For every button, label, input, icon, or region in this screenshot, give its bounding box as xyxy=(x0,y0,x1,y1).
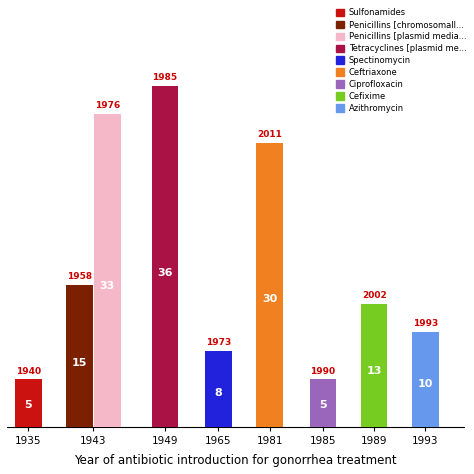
Text: 1958: 1958 xyxy=(67,272,92,281)
Text: 5: 5 xyxy=(319,401,327,410)
Text: 1976: 1976 xyxy=(95,101,120,110)
Text: 30: 30 xyxy=(262,294,277,304)
X-axis label: Year of antibiotic introduction for gonorrhea treatment: Year of antibiotic introduction for gono… xyxy=(74,454,397,467)
Text: 1985: 1985 xyxy=(152,73,177,82)
Legend: Sulfonamides, Penicillins [chromosomall..., Penicillins [plasmid media..., Tetra: Sulfonamides, Penicillins [chromosomall.… xyxy=(334,6,469,115)
Bar xyxy=(15,379,42,427)
Bar xyxy=(94,114,120,427)
Text: 1990: 1990 xyxy=(310,366,336,375)
Bar xyxy=(361,304,387,427)
Text: 15: 15 xyxy=(72,358,87,368)
Bar xyxy=(205,351,232,427)
Text: 33: 33 xyxy=(100,281,115,291)
Text: 10: 10 xyxy=(418,379,433,389)
Text: 8: 8 xyxy=(214,388,222,398)
Text: 1973: 1973 xyxy=(206,338,231,347)
Text: 36: 36 xyxy=(157,268,173,278)
Bar xyxy=(152,86,178,427)
Text: 1993: 1993 xyxy=(413,319,438,328)
Bar xyxy=(412,332,438,427)
Text: 5: 5 xyxy=(25,401,32,410)
Text: 13: 13 xyxy=(366,366,382,376)
Bar xyxy=(256,143,283,427)
Text: 2011: 2011 xyxy=(257,130,282,139)
Text: 1940: 1940 xyxy=(16,366,41,375)
Text: 2002: 2002 xyxy=(362,291,387,300)
Bar xyxy=(66,285,93,427)
Bar xyxy=(310,379,336,427)
